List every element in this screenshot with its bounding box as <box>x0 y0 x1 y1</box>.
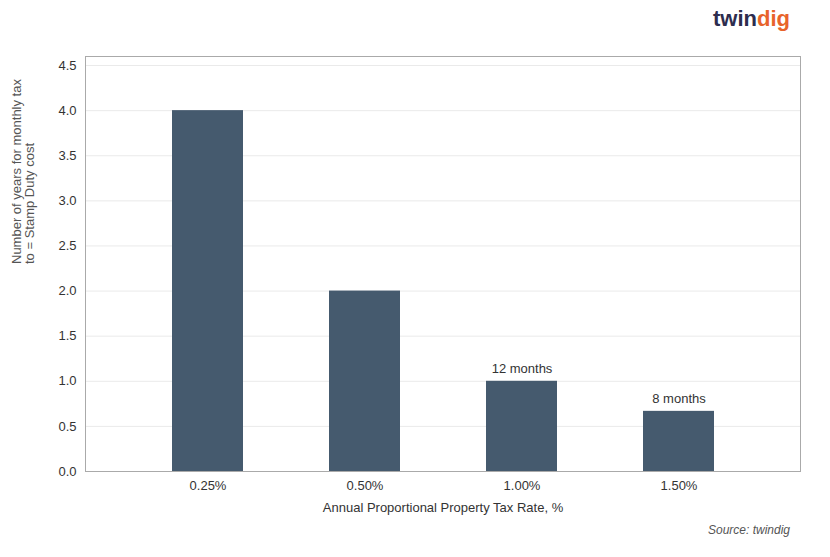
svg-text:1.50%: 1.50% <box>661 478 698 493</box>
svg-text:1.0: 1.0 <box>58 373 76 388</box>
svg-text:1.5: 1.5 <box>58 328 76 343</box>
svg-text:4.0: 4.0 <box>58 103 76 118</box>
svg-text:0.0: 0.0 <box>58 464 76 479</box>
svg-text:0.25%: 0.25% <box>190 478 227 493</box>
svg-text:Number of years for monthly ta: Number of years for monthly taxto = Stam… <box>9 79 37 264</box>
html-text:Source: twindig: Source: twindig <box>708 523 790 537</box>
svg-text:0.50%: 0.50% <box>347 478 384 493</box>
svg-text:1.00%: 1.00% <box>504 478 541 493</box>
html-text:twin dig: twin dig <box>713 6 790 31</box>
svg-text:4.5: 4.5 <box>58 58 76 73</box>
svg-text:Annual Proportional Property T: Annual Proportional Property Tax Rate, % <box>323 500 564 515</box>
svg-text:8 months: 8 months <box>652 391 706 406</box>
svg-text:12 months: 12 months <box>492 361 553 376</box>
svg-text:2.0: 2.0 <box>58 283 76 298</box>
svg-text:3.5: 3.5 <box>58 148 76 163</box>
svg-text:3.0: 3.0 <box>58 193 76 208</box>
svg-text:0.5: 0.5 <box>58 419 76 434</box>
svg-text:2.5: 2.5 <box>58 238 76 253</box>
